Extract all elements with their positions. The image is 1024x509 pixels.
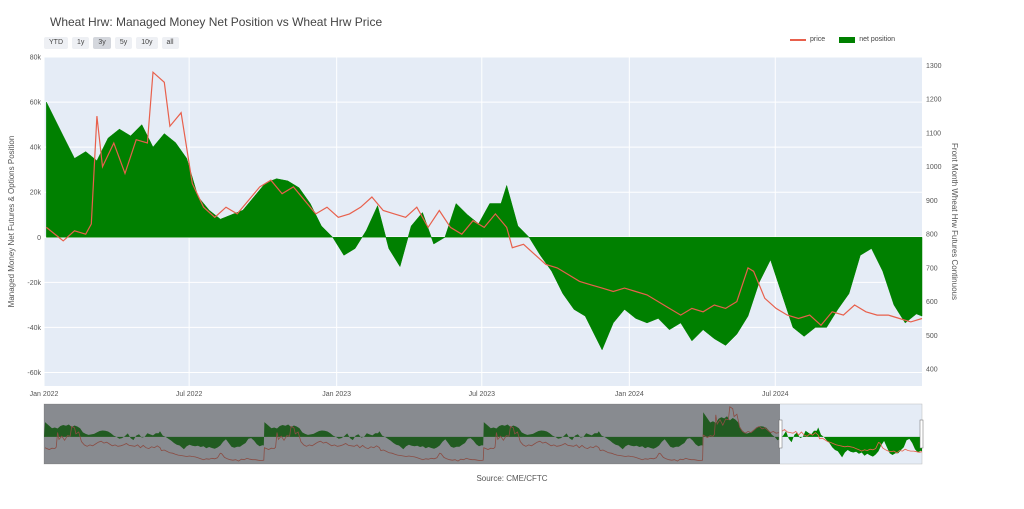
y2-tick-label: 1300 — [926, 63, 942, 70]
y2-tick-label: 1200 — [926, 97, 942, 104]
range-slider[interactable] — [43, 403, 924, 465]
range-slider-handle-left[interactable] — [778, 419, 783, 449]
y2-tick-label: 900 — [926, 198, 938, 205]
y2-tick-label: 400 — [926, 367, 938, 374]
chart-title: Wheat Hrw: Managed Money Net Position vs… — [50, 15, 383, 29]
x-tick-label: Jul 2024 — [762, 391, 789, 398]
range-button-10y[interactable]: 10y — [136, 37, 158, 49]
y-axis-title: Managed Money Net Futures & Options Posi… — [7, 136, 16, 308]
legend-label-price: price — [810, 36, 826, 43]
y2-tick-label: 1000 — [926, 164, 942, 171]
range-selector: YTD 1y 3y 5y 10y all — [44, 37, 179, 49]
y2-tick-label: 700 — [926, 265, 938, 272]
axis-ticks: 80k 60k 40k 20k 0 -20k -40k -60k 1300 1200 1100 100… — [27, 55, 941, 399]
y2-axis-title: Front Month Wheat Hrw Futures Continuous — [950, 143, 959, 300]
x-tick-label: Jan 2022 — [30, 391, 59, 398]
net-position-area — [46, 101, 923, 351]
x-tick-label: Jan 2024 — [615, 391, 644, 398]
y2-tick-label: 1100 — [926, 130, 941, 137]
y2-tick-label: 500 — [926, 333, 938, 340]
y-tick-label: -40k — [27, 325, 41, 332]
y-tick-label: 60k — [30, 100, 42, 107]
y2-tick-label: 800 — [926, 232, 938, 239]
legend-swatch-price — [790, 38, 806, 41]
legend-label-net-position: net position — [859, 36, 895, 43]
range-button-3y[interactable]: 3y — [93, 37, 111, 49]
range-button-all[interactable]: all — [161, 37, 179, 49]
range-button-ytd[interactable]: YTD — [44, 37, 68, 49]
x-tick-label: Jan 2023 — [322, 391, 351, 398]
price-line — [46, 70, 923, 327]
y-tick-label: -20k — [27, 280, 41, 287]
y-tick-label: 0 — [37, 235, 41, 242]
y-tick-label: -60k — [27, 370, 41, 377]
range-slider-handle-right[interactable] — [919, 419, 924, 449]
y2-tick-label: 600 — [926, 299, 938, 306]
y-tick-label: 20k — [30, 190, 42, 197]
legend: price net position — [790, 36, 895, 43]
legend-item-price[interactable]: price — [790, 36, 825, 43]
y-tick-label: 80k — [30, 55, 42, 62]
x-tick-label: Jul 2022 — [176, 391, 203, 398]
y-tick-label: 40k — [30, 145, 42, 152]
legend-item-net-position[interactable]: net position — [839, 36, 895, 43]
source-note: Source: CME/CFTC — [476, 474, 548, 483]
legend-swatch-net-position — [839, 36, 856, 43]
range-button-1y[interactable]: 1y — [72, 37, 90, 49]
range-button-5y[interactable]: 5y — [114, 37, 133, 49]
x-tick-label: Jul 2023 — [469, 391, 496, 398]
range-slider-mask — [44, 404, 780, 464]
